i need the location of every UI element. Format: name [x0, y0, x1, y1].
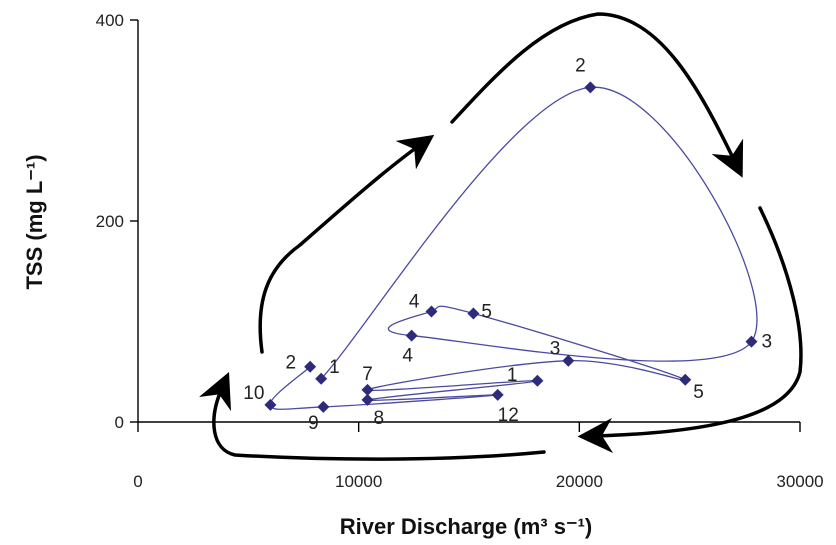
- data-point: [584, 81, 597, 94]
- data-point: [361, 383, 374, 396]
- data-point: [264, 398, 277, 411]
- x-tick-label: 10000: [335, 472, 382, 491]
- data-point: [745, 335, 758, 348]
- data-point-label: 5: [481, 301, 492, 322]
- x-tick-label: 30000: [776, 472, 823, 491]
- y-tick-label: 0: [115, 413, 124, 432]
- data-point: [405, 329, 418, 342]
- data-point: [361, 393, 374, 406]
- y-tick-label: 400: [96, 11, 124, 30]
- data-point: [467, 307, 480, 320]
- data-point-label: 5: [693, 382, 704, 403]
- y-axis-ticks: 0 200 400: [96, 11, 138, 432]
- data-point-label: 9: [308, 413, 319, 434]
- data-point-label: 3: [550, 339, 561, 360]
- data-point-label: 1: [507, 365, 518, 386]
- data-point-label: 2: [286, 353, 297, 374]
- data-point-label: 2: [575, 55, 586, 76]
- data-point: [315, 372, 328, 385]
- data-point: [425, 305, 438, 318]
- data-point-label: 3: [761, 332, 772, 353]
- data-point-label: 12: [498, 405, 519, 426]
- data-point: [531, 374, 544, 387]
- x-tick-label: 20000: [556, 472, 603, 491]
- y-tick-label: 200: [96, 212, 124, 231]
- arrow-right-side: [577, 206, 803, 453]
- data-point-label: 10: [243, 383, 264, 404]
- data-point: [317, 400, 330, 413]
- data-point: [562, 354, 575, 367]
- data-points: [264, 81, 758, 413]
- x-tick-label: 0: [133, 472, 142, 491]
- data-point-label: 1: [329, 357, 340, 378]
- data-point: [304, 360, 317, 373]
- data-point-label: 4: [402, 346, 413, 367]
- arrow-rising-limb: [258, 134, 435, 354]
- arrow-bottom-return: [198, 371, 546, 461]
- hysteresis-direction-arrows: [198, 12, 803, 461]
- data-point-label: 8: [373, 408, 384, 429]
- x-axis-ticks: 0 10000 20000 30000: [133, 422, 824, 491]
- arrow-top-loop: [450, 12, 744, 178]
- data-point: [491, 388, 504, 401]
- data-point-label: 4: [409, 291, 420, 312]
- data-point: [679, 373, 692, 386]
- data-point-label: 7: [362, 364, 373, 385]
- x-axis-title: River Discharge (m³ s⁻¹): [340, 514, 592, 539]
- series-line: [269, 86, 758, 410]
- y-axis-title: TSS (mg L⁻¹): [22, 154, 47, 289]
